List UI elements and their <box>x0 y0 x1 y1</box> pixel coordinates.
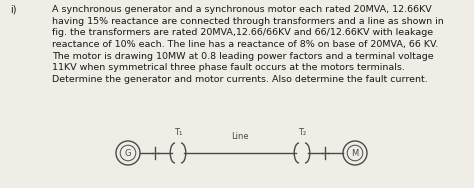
Text: T₂: T₂ <box>298 128 306 137</box>
Text: A synchronous generator and a synchronous motor each rated 20MVA, 12.66KV
having: A synchronous generator and a synchronou… <box>52 5 444 84</box>
Text: M: M <box>351 149 359 158</box>
Text: T₁: T₁ <box>174 128 182 137</box>
Text: i): i) <box>10 5 17 15</box>
Text: G: G <box>125 149 131 158</box>
Text: Line: Line <box>231 132 249 141</box>
